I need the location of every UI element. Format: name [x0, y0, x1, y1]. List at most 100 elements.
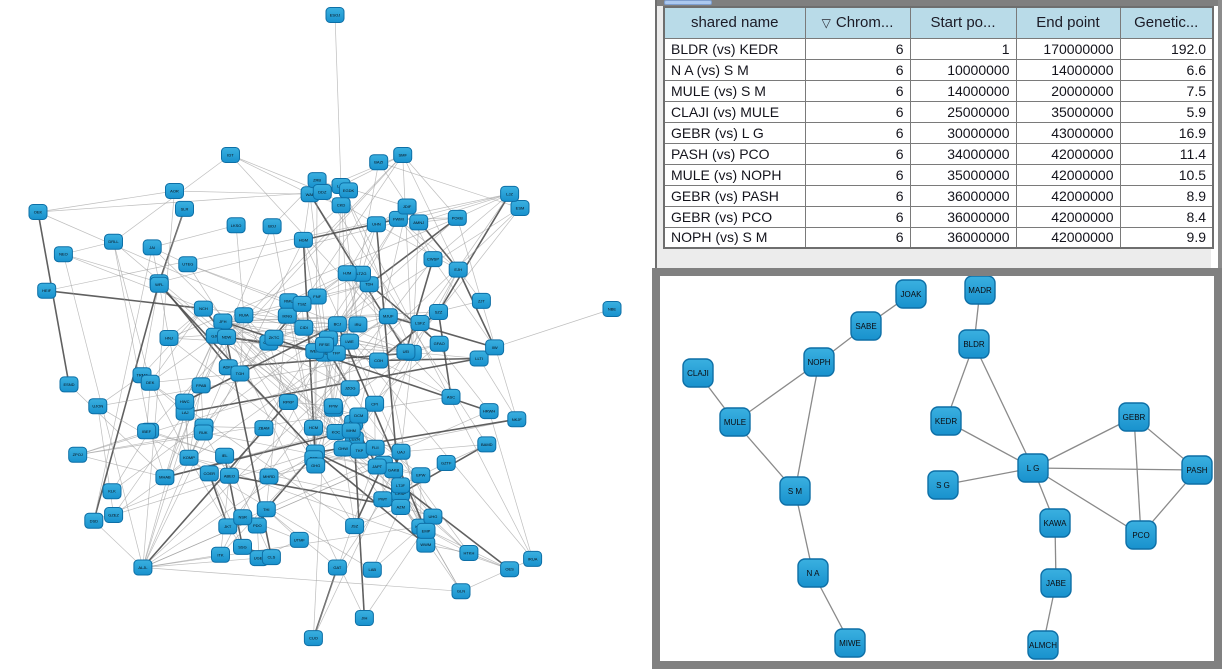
node-shape[interactable] [165, 183, 184, 199]
graph-node[interactable]: JKT [218, 518, 238, 535]
graph-node-JOAK[interactable]: JOAK [895, 279, 927, 309]
node-shape[interactable] [199, 465, 219, 482]
node-shape[interactable] [602, 301, 622, 317]
table-row[interactable]: PASH (vs) PCO 6 34000000 42000000 11.4 [663, 142, 1214, 165]
graph-edge-BLDR-LG[interactable] [973, 343, 1034, 469]
node-shape[interactable] [479, 403, 499, 420]
graph-node-NOPH[interactable]: NOPH [803, 347, 835, 377]
node-shape[interactable] [485, 339, 505, 356]
graph-node-SG[interactable]: S G [927, 470, 959, 500]
graph-node[interactable]: TSIZ [292, 295, 312, 312]
graph-node[interactable]: OES [500, 561, 520, 578]
node-shape[interactable] [327, 559, 347, 576]
node-shape[interactable] [348, 316, 368, 333]
graph-node-SM[interactable]: S M [779, 476, 811, 506]
graph-node[interactable]: ALJL [133, 559, 153, 576]
node-shape[interactable] [193, 424, 213, 441]
graph-node[interactable]: LTJF [391, 477, 411, 494]
node-shape[interactable] [149, 276, 169, 293]
node-shape[interactable] [500, 185, 520, 202]
node-shape[interactable] [682, 358, 714, 388]
node-shape[interactable] [88, 398, 108, 415]
graph-node[interactable]: ZPOJ [68, 446, 88, 463]
graph-node[interactable]: HJM [337, 265, 357, 282]
node-shape[interactable] [104, 233, 123, 250]
node-shape[interactable] [365, 439, 385, 456]
table-row[interactable]: GEBR (vs) PCO 6 36000000 42000000 8.4 [663, 205, 1214, 228]
node-shape[interactable] [477, 436, 497, 453]
graph-node[interactable]: ABEO [219, 467, 239, 484]
node-shape[interactable] [247, 517, 267, 534]
column-header-end_point[interactable]: End point [1015, 6, 1121, 39]
graph-node[interactable]: RUIA [234, 307, 254, 324]
graph-node[interactable]: PDO [247, 517, 267, 534]
table-row[interactable]: MULE (vs) NOPH 6 35000000 42000000 10.5 [663, 163, 1214, 186]
column-header-shared_name[interactable]: shared name [663, 6, 806, 39]
node-shape[interactable] [1040, 568, 1072, 598]
graph-node[interactable]: NCH [193, 300, 213, 317]
graph-node[interactable]: BOJ [262, 218, 282, 235]
node-shape[interactable] [803, 347, 835, 377]
graph-node-MULE[interactable]: MULE [719, 407, 751, 437]
node-shape[interactable] [193, 300, 213, 317]
node-shape[interactable] [373, 491, 393, 508]
graph-node[interactable]: HTKH [459, 545, 479, 561]
graph-node[interactable]: MJUF [378, 308, 398, 325]
graph-node[interactable]: FPAB [191, 377, 211, 394]
node-shape[interactable] [500, 561, 520, 578]
graph-edge-NOPH-SM[interactable] [794, 361, 820, 492]
graph-node[interactable]: UJON [88, 398, 108, 415]
graph-node[interactable]: PWT [373, 491, 393, 508]
node-shape[interactable] [510, 200, 530, 216]
node-shape[interactable] [958, 329, 990, 359]
node-shape[interactable] [261, 549, 281, 566]
node-shape[interactable] [391, 443, 411, 460]
graph-node[interactable]: EMP [416, 522, 436, 539]
table-row[interactable]: GEBR (vs) PASH 6 36000000 42000000 8.9 [663, 184, 1214, 207]
graph-node[interactable]: LKSO [226, 217, 246, 234]
graph-node[interactable]: ASC [441, 388, 461, 405]
network-view-main[interactable]: ESOJLMLOEKESMNBECOERADFHPADDRLLGLNNSTZUH… [0, 0, 655, 669]
graph-node[interactable]: GLN [451, 583, 471, 600]
graph-node[interactable]: LSFZ [410, 315, 430, 331]
node-shape[interactable] [142, 239, 162, 256]
node-shape[interactable] [447, 209, 467, 226]
graph-node[interactable]: DDZ [312, 184, 332, 200]
graph-edge-LG-PASH[interactable] [1032, 467, 1198, 471]
node-shape[interactable] [323, 398, 343, 415]
graph-node[interactable]: HWC [175, 393, 195, 410]
node-shape[interactable] [259, 468, 279, 485]
node-shape[interactable] [191, 377, 211, 394]
node-shape[interactable] [362, 561, 382, 578]
node-shape[interactable] [850, 311, 882, 341]
node-shape[interactable] [218, 518, 238, 535]
graph-node[interactable]: SLR [175, 200, 194, 217]
node-shape[interactable] [797, 558, 829, 588]
graph-node[interactable]: BCJ [327, 316, 347, 333]
table-row[interactable]: NOPH (vs) S M 6 36000000 42000000 9.9 [663, 226, 1214, 249]
graph-node[interactable]: AZM [391, 499, 411, 515]
graph-node[interactable]: KOMP [179, 449, 199, 466]
node-shape[interactable] [53, 246, 73, 263]
node-shape[interactable] [254, 420, 274, 437]
graph-node[interactable]: HEIF [37, 282, 57, 299]
graph-node[interactable]: CKD [331, 197, 351, 214]
graph-node[interactable]: THI [256, 501, 276, 518]
graph-node[interactable]: UTEG [178, 256, 198, 273]
graph-node[interactable]: DCM [349, 407, 369, 424]
node-shape[interactable] [289, 531, 309, 548]
node-shape[interactable] [436, 455, 456, 471]
graph-node-CLAJI[interactable]: CLAJI [682, 358, 714, 388]
graph-node[interactable]: IRU [348, 316, 368, 333]
horizontal-scrollbar-thumb[interactable] [664, 0, 712, 5]
graph-node[interactable]: COER [199, 465, 219, 482]
graph-node[interactable]: BAMD [477, 436, 497, 453]
node-shape[interactable] [278, 394, 298, 410]
graph-node[interactable]: JAPT [367, 458, 387, 475]
graph-node-KAWA[interactable]: KAWA [1039, 508, 1071, 538]
node-shape[interactable] [451, 583, 471, 600]
node-shape[interactable] [429, 335, 449, 352]
node-shape[interactable] [217, 329, 236, 345]
node-shape[interactable] [339, 182, 358, 199]
graph-node[interactable]: GAT [327, 559, 347, 576]
